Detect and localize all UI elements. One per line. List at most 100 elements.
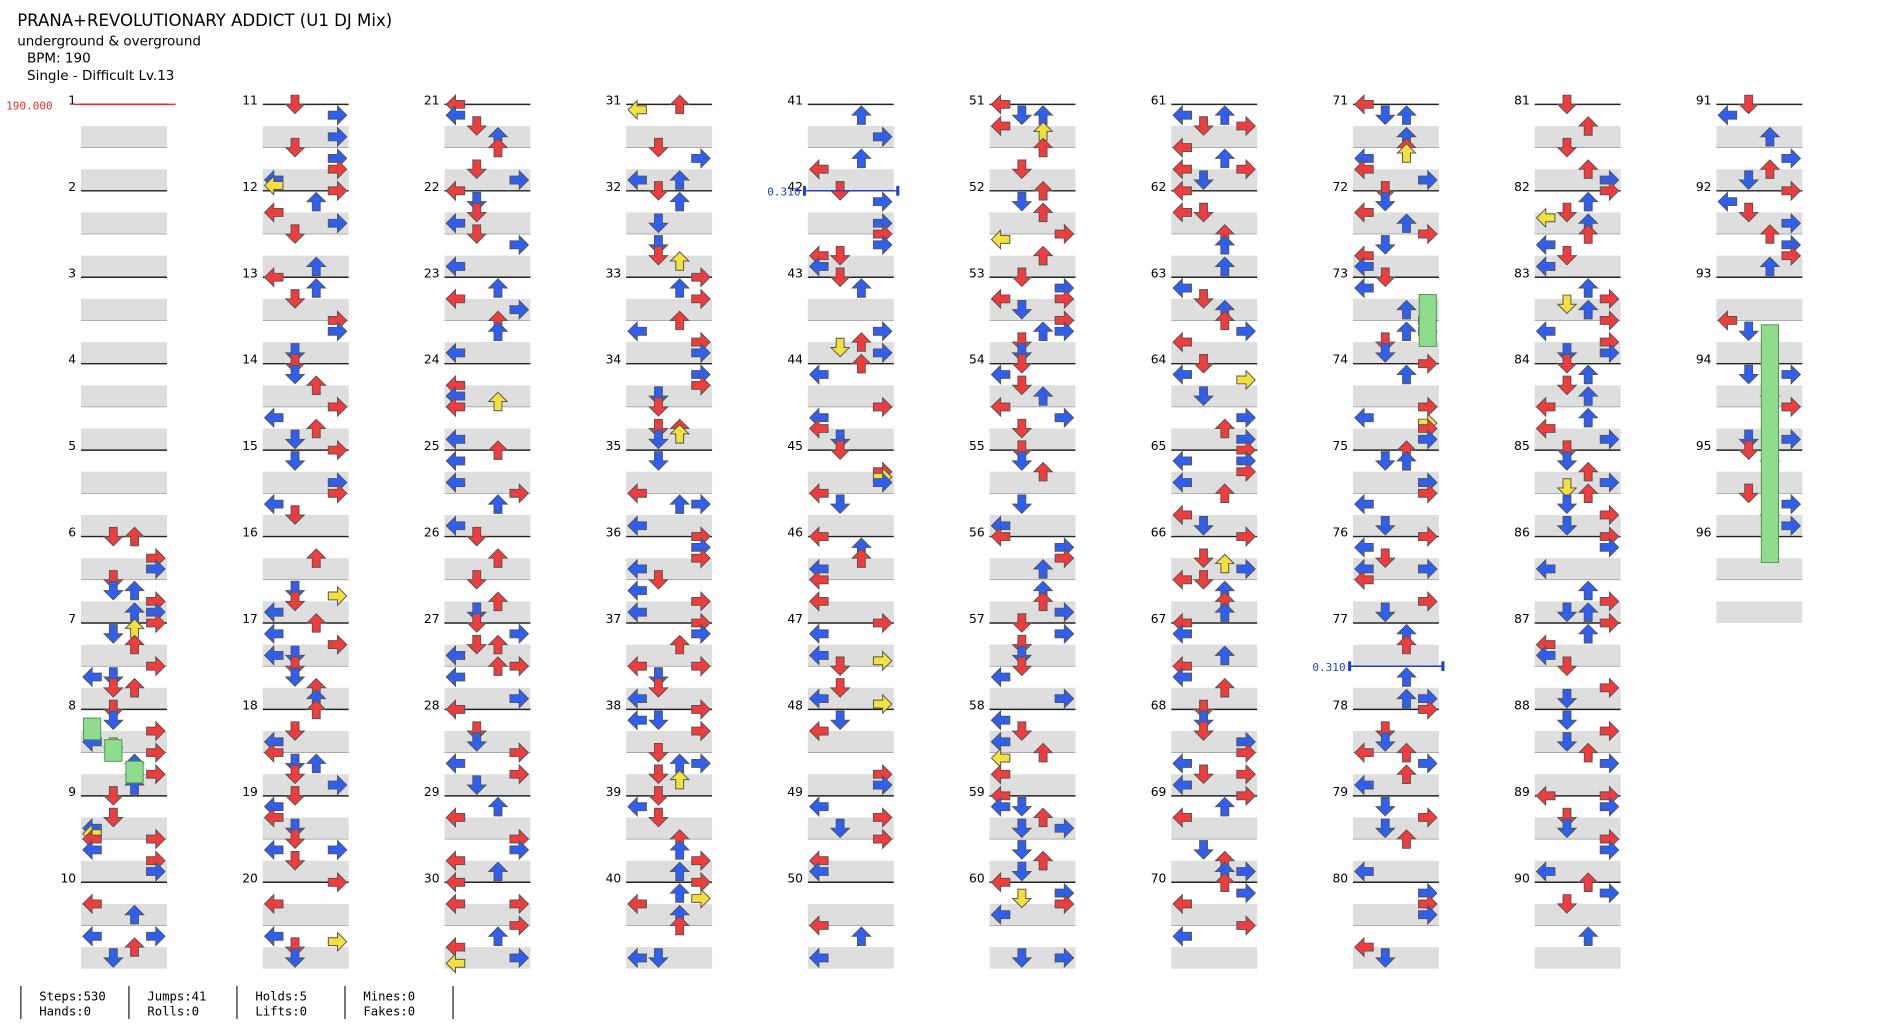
beat-band xyxy=(1171,860,1258,883)
stat: Mines:0 xyxy=(363,990,415,1004)
beat-band xyxy=(1171,731,1258,753)
beat-band xyxy=(444,731,531,753)
hold xyxy=(104,739,123,762)
beat-band xyxy=(81,601,167,623)
stat: Holds:5 xyxy=(255,990,307,1004)
arrow xyxy=(488,926,508,947)
beat-band xyxy=(1352,601,1439,623)
beat-band xyxy=(807,558,894,580)
beat-band xyxy=(626,774,713,796)
measure-number: 83 xyxy=(1514,266,1530,280)
measure-number: 25 xyxy=(424,439,440,453)
stop-marker xyxy=(1348,661,1352,672)
arrow xyxy=(103,710,124,730)
arrow xyxy=(124,580,145,601)
beat-band xyxy=(1352,860,1439,883)
beat-band xyxy=(81,903,167,926)
arrow xyxy=(1215,148,1235,169)
arrow xyxy=(990,94,1011,115)
measure-number: 70 xyxy=(1151,871,1167,885)
arrow xyxy=(285,94,305,115)
beat-band xyxy=(989,169,1076,191)
beat-band xyxy=(444,255,531,278)
beat-band xyxy=(1534,125,1621,148)
arrow xyxy=(669,278,690,298)
measure-number: 50 xyxy=(787,871,803,885)
measure-number: 15 xyxy=(242,439,258,453)
title: PRANA+REVOLUTIONARY ADDICT (U1 DJ Mix) xyxy=(17,11,392,30)
beat-band xyxy=(1534,212,1621,235)
hold xyxy=(82,717,102,741)
beat-band xyxy=(444,817,531,840)
measure-number: 73 xyxy=(1332,266,1348,280)
measure-number: 33 xyxy=(606,266,622,280)
beat-band xyxy=(626,558,713,580)
beat-band xyxy=(626,342,713,364)
beat-band xyxy=(262,558,349,580)
beat-band xyxy=(807,342,894,364)
beat-band xyxy=(262,774,349,796)
beat-band xyxy=(626,903,713,926)
beat-band xyxy=(1716,471,1803,494)
beat-band xyxy=(262,514,349,537)
measure-number: 16 xyxy=(242,526,258,540)
measure-number: 91 xyxy=(1696,93,1712,107)
stat: Hands:0 xyxy=(39,1004,91,1018)
beat-band xyxy=(1171,471,1258,494)
measure-number: 61 xyxy=(1151,93,1167,107)
measure-number: 21 xyxy=(424,93,440,107)
measure-number: 17 xyxy=(242,612,258,626)
beat-band xyxy=(807,947,894,969)
beat-band xyxy=(262,731,349,753)
beat-band xyxy=(1352,169,1439,191)
arrow xyxy=(1418,753,1438,774)
beat-band xyxy=(1534,558,1621,580)
measure-number: 69 xyxy=(1151,785,1167,799)
arrow xyxy=(1012,494,1032,514)
beat-band xyxy=(81,687,167,710)
arrow xyxy=(1396,451,1417,471)
arrow xyxy=(264,926,284,947)
beat-band xyxy=(626,298,713,321)
bpm-label: 190.000 xyxy=(6,99,53,112)
beat-band xyxy=(444,601,531,623)
beat-band xyxy=(1534,774,1621,796)
beat-band xyxy=(1716,298,1803,321)
beat-band xyxy=(626,514,713,537)
beat-band xyxy=(444,860,531,883)
beat-band xyxy=(444,687,531,710)
arrow xyxy=(691,148,711,169)
arrow xyxy=(851,105,872,125)
beat-band xyxy=(444,471,531,494)
arrow xyxy=(445,667,466,687)
arrow xyxy=(1172,278,1193,298)
arrow xyxy=(488,494,508,514)
beat-band xyxy=(989,125,1076,148)
measure-number: 62 xyxy=(1151,180,1167,194)
beat-band xyxy=(1171,385,1258,407)
measure-number: 34 xyxy=(606,353,622,367)
measure-number: 1 xyxy=(68,93,76,107)
beat-band xyxy=(989,385,1076,407)
measure-number: 26 xyxy=(424,526,440,540)
arrow xyxy=(1354,537,1374,558)
arrow xyxy=(285,364,305,385)
beat-band xyxy=(807,601,894,623)
measure-number: 94 xyxy=(1696,353,1712,367)
beat-band xyxy=(626,255,713,278)
measure-number: 54 xyxy=(969,353,985,367)
arrow xyxy=(264,408,284,428)
beat-band xyxy=(262,342,349,364)
arrow xyxy=(627,321,647,341)
arrow xyxy=(1215,235,1235,255)
arrow xyxy=(809,796,829,817)
beat-band xyxy=(1352,298,1439,321)
beat-band xyxy=(1534,342,1621,364)
arrow xyxy=(1172,451,1193,471)
arrow xyxy=(627,710,647,730)
arrow xyxy=(851,278,872,298)
beat-band xyxy=(807,860,894,883)
beat-band xyxy=(1716,428,1803,451)
beat-band xyxy=(444,342,531,364)
